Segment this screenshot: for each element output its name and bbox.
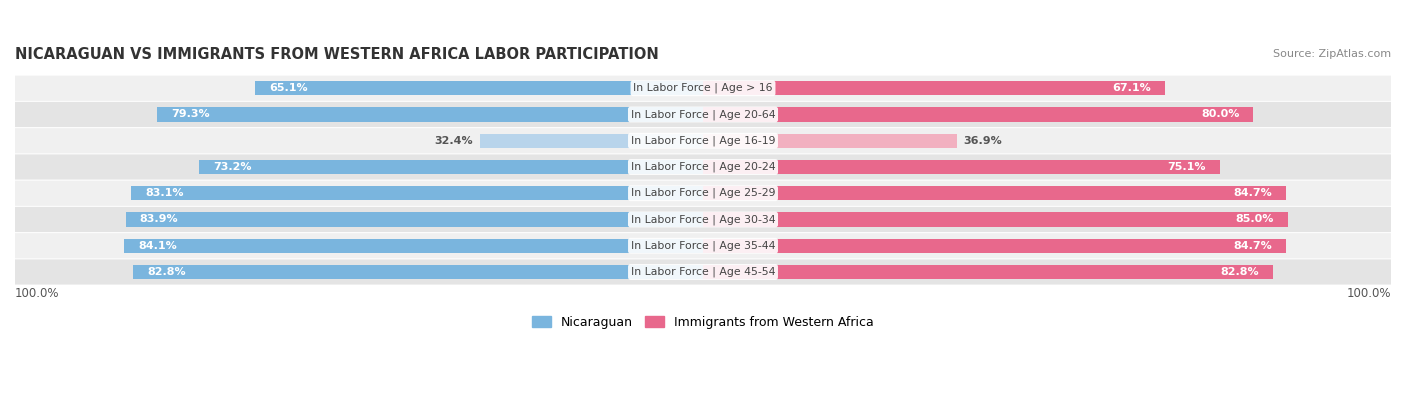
Bar <box>134 265 703 279</box>
Bar <box>703 81 1164 96</box>
FancyBboxPatch shape <box>15 75 1391 101</box>
Legend: Nicaraguan, Immigrants from Western Africa: Nicaraguan, Immigrants from Western Afri… <box>531 316 875 329</box>
Text: 65.1%: 65.1% <box>269 83 308 93</box>
Bar <box>703 134 957 148</box>
Text: 100.0%: 100.0% <box>1347 287 1391 300</box>
Text: In Labor Force | Age 20-24: In Labor Force | Age 20-24 <box>631 162 775 172</box>
Bar <box>124 239 703 253</box>
FancyBboxPatch shape <box>15 181 1391 206</box>
FancyBboxPatch shape <box>15 207 1391 232</box>
Text: 84.1%: 84.1% <box>138 241 177 251</box>
Text: NICARAGUAN VS IMMIGRANTS FROM WESTERN AFRICA LABOR PARTICIPATION: NICARAGUAN VS IMMIGRANTS FROM WESTERN AF… <box>15 47 659 62</box>
Text: 84.7%: 84.7% <box>1233 188 1272 198</box>
Text: 83.9%: 83.9% <box>139 214 179 224</box>
Text: 83.1%: 83.1% <box>145 188 184 198</box>
Text: 80.0%: 80.0% <box>1201 109 1240 120</box>
FancyBboxPatch shape <box>15 233 1391 258</box>
Bar <box>157 107 703 122</box>
Text: In Labor Force | Age 30-34: In Labor Force | Age 30-34 <box>631 214 775 225</box>
Text: 100.0%: 100.0% <box>15 287 59 300</box>
Text: 85.0%: 85.0% <box>1236 214 1274 224</box>
Text: 67.1%: 67.1% <box>1112 83 1152 93</box>
Text: 73.2%: 73.2% <box>214 162 252 172</box>
Text: 36.9%: 36.9% <box>963 136 1002 146</box>
Bar <box>479 134 703 148</box>
Text: In Labor Force | Age > 16: In Labor Force | Age > 16 <box>633 83 773 94</box>
Text: 79.3%: 79.3% <box>172 109 209 120</box>
Text: 82.8%: 82.8% <box>148 267 186 277</box>
Bar <box>200 160 703 174</box>
Text: In Labor Force | Age 45-54: In Labor Force | Age 45-54 <box>631 267 775 277</box>
Text: 32.4%: 32.4% <box>434 136 474 146</box>
Bar <box>254 81 703 96</box>
Text: 82.8%: 82.8% <box>1220 267 1258 277</box>
FancyBboxPatch shape <box>15 260 1391 284</box>
Bar <box>125 212 703 227</box>
Bar <box>703 212 1288 227</box>
Bar <box>703 265 1272 279</box>
FancyBboxPatch shape <box>15 102 1391 127</box>
Bar <box>703 186 1285 200</box>
Text: In Labor Force | Age 16-19: In Labor Force | Age 16-19 <box>631 135 775 146</box>
Bar <box>131 186 703 200</box>
Text: Source: ZipAtlas.com: Source: ZipAtlas.com <box>1272 49 1391 58</box>
Text: In Labor Force | Age 35-44: In Labor Force | Age 35-44 <box>631 241 775 251</box>
Bar <box>703 239 1285 253</box>
Bar <box>703 107 1253 122</box>
FancyBboxPatch shape <box>15 128 1391 153</box>
Text: In Labor Force | Age 25-29: In Labor Force | Age 25-29 <box>631 188 775 199</box>
Text: 75.1%: 75.1% <box>1167 162 1206 172</box>
FancyBboxPatch shape <box>15 154 1391 180</box>
Text: In Labor Force | Age 20-64: In Labor Force | Age 20-64 <box>631 109 775 120</box>
Text: 84.7%: 84.7% <box>1233 241 1272 251</box>
Bar <box>703 160 1219 174</box>
